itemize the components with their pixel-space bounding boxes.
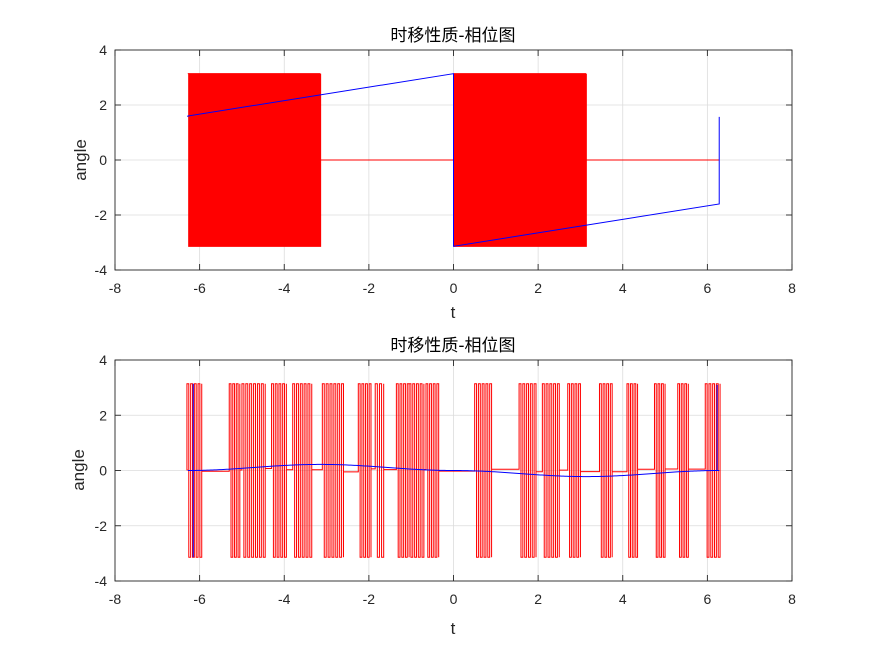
subplot-top: 时移性质-相位图 angle t (71, 26, 516, 322)
x-tick-label-0: -8 (109, 280, 122, 296)
x-tick-label-5: 2 (534, 591, 542, 607)
y-tick-label-2: 0 (99, 152, 107, 168)
plot-area (187, 73, 720, 247)
title-bottom: 时移性质-相位图 (390, 336, 515, 356)
x-tick-label-8: 8 (788, 591, 796, 607)
y-tick-label-3: 2 (99, 97, 107, 113)
ylabel-bottom: angle (69, 449, 88, 491)
x-tick-label-7: 6 (703, 280, 711, 296)
axes-top: -8 -6 -4 -2 0 2 4 6 8 -4 -2 0 2 4 (95, 42, 797, 296)
xlabel-bottom: t (451, 619, 456, 638)
y-tick-label-4: 4 (99, 352, 107, 368)
y-tick-label-0: -4 (95, 573, 108, 589)
subplot-bottom: 时移性质-相位图 angle t (69, 336, 516, 638)
xlabel-top: t (451, 303, 456, 322)
ylabel-top: angle (71, 139, 90, 181)
series-1-line (187, 383, 720, 558)
x-tick-label-1: -6 (193, 280, 206, 296)
x-tick-label-1: -6 (193, 591, 206, 607)
x-tick-label-8: 8 (788, 280, 796, 296)
x-tick-label-3: -2 (363, 280, 376, 296)
x-tick-label-4: 0 (450, 280, 458, 296)
y-tick-label-0: -4 (95, 262, 108, 278)
x-tick-label-2: -4 (278, 591, 291, 607)
x-tick-label-5: 2 (534, 280, 542, 296)
x-tick-label-3: -2 (363, 591, 376, 607)
y-tick-label-4: 4 (99, 42, 107, 58)
y-tick-label-2: 0 (99, 463, 107, 479)
series-0-line (187, 73, 720, 247)
plot-area (186, 383, 721, 558)
x-tick-label-2: -4 (278, 280, 291, 296)
series-1-line (187, 73, 720, 247)
axes-bottom: -8 -6 -4 -2 0 2 4 6 8 -4 -2 0 2 4 (95, 352, 797, 607)
y-tick-label-3: 2 (99, 407, 107, 423)
x-tick-label-6: 4 (619, 591, 627, 607)
y-tick-label-1: -2 (95, 207, 108, 223)
x-tick-label-6: 4 (619, 280, 627, 296)
x-tick-label-7: 6 (703, 591, 711, 607)
title-top: 时移性质-相位图 (390, 26, 515, 46)
x-tick-label-0: -8 (109, 591, 122, 607)
y-tick-label-1: -2 (95, 518, 108, 534)
x-tick-label-4: 0 (450, 591, 458, 607)
